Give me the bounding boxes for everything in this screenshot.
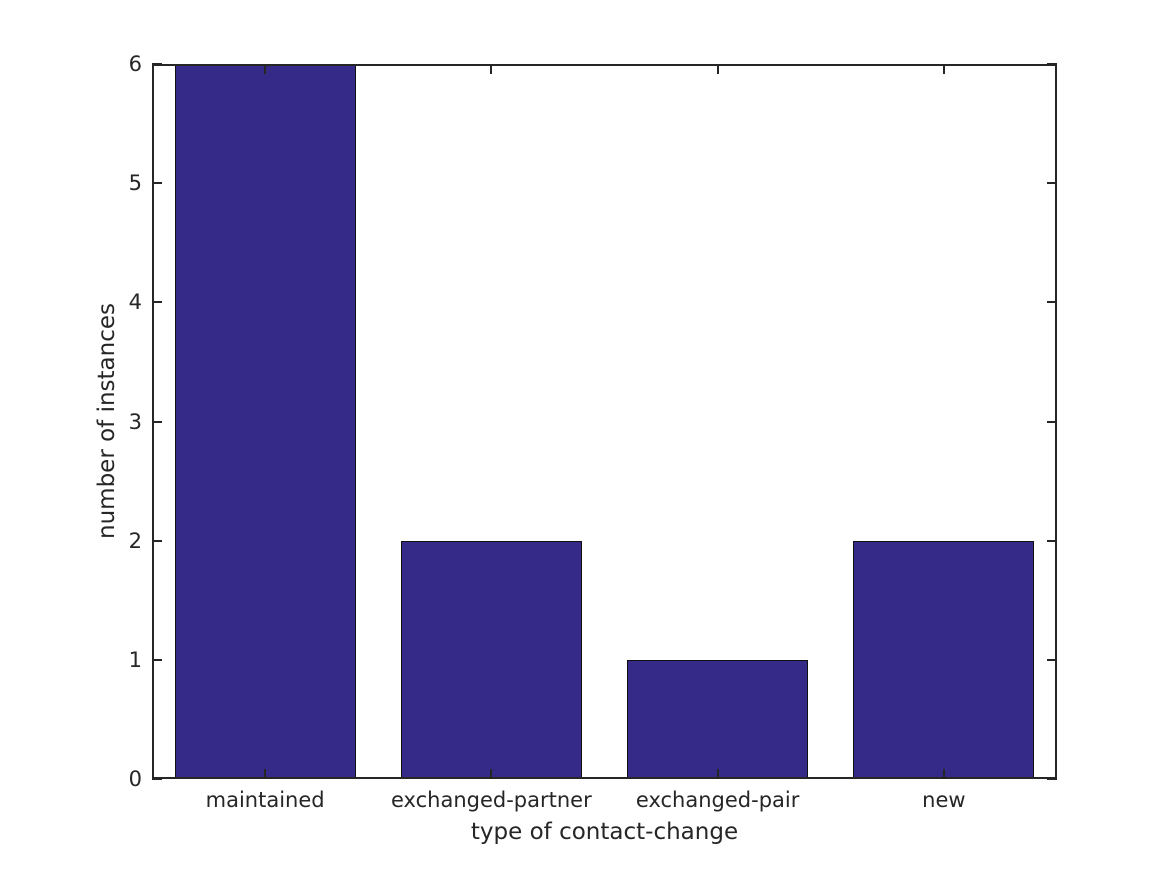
x-tick-top: [716, 64, 719, 74]
axis-top: [152, 64, 1057, 66]
x-tick-bottom: [716, 769, 719, 779]
y-tick-right: [1047, 182, 1057, 185]
x-tick-label-new: new: [922, 788, 966, 812]
y-tick-left: [152, 420, 162, 423]
y-tick-left: [152, 539, 162, 542]
x-tick-bottom: [942, 769, 945, 779]
y-tick-label-6: 6: [128, 52, 142, 76]
axis-bottom: [152, 777, 1057, 779]
y-tick-left: [152, 658, 162, 661]
y-tick-right: [1047, 420, 1057, 423]
bar-exchanged-partner: [400, 540, 582, 779]
y-tick-label-0: 0: [128, 767, 142, 791]
y-tick-left: [152, 301, 162, 304]
y-tick-right: [1047, 539, 1057, 542]
y-tick-right: [1047, 301, 1057, 304]
x-axis-label: type of contact-change: [470, 819, 739, 845]
x-tick-bottom: [490, 769, 493, 779]
y-tick-left: [152, 182, 162, 185]
bar-new: [853, 540, 1035, 779]
x-tick-label-exchanged-pair: exchanged-pair: [635, 788, 800, 812]
x-tick-label-maintained: maintained: [205, 788, 325, 812]
y-tick-label-1: 1: [128, 647, 142, 672]
y-tick-label-4: 4: [128, 290, 142, 315]
y-tick-right: [1047, 63, 1057, 65]
bar-exchanged-pair: [627, 659, 809, 779]
y-tick-right: [1047, 778, 1057, 780]
y-tick-label-3: 3: [128, 409, 142, 434]
y-tick-right: [1047, 658, 1057, 661]
x-tick-top: [264, 64, 267, 74]
bar-maintained: [174, 64, 356, 779]
x-tick-bottom: [264, 769, 267, 779]
y-tick-label-2: 2: [128, 528, 142, 553]
x-tick-label-exchanged-partner: exchanged-partner: [391, 788, 592, 812]
plot-area: [152, 63, 1057, 780]
x-tick-top: [490, 64, 493, 74]
y-tick-label-5: 5: [128, 171, 142, 196]
x-tick-top: [942, 64, 945, 74]
y-tick-left: [152, 778, 162, 780]
y-tick-left: [152, 63, 162, 65]
